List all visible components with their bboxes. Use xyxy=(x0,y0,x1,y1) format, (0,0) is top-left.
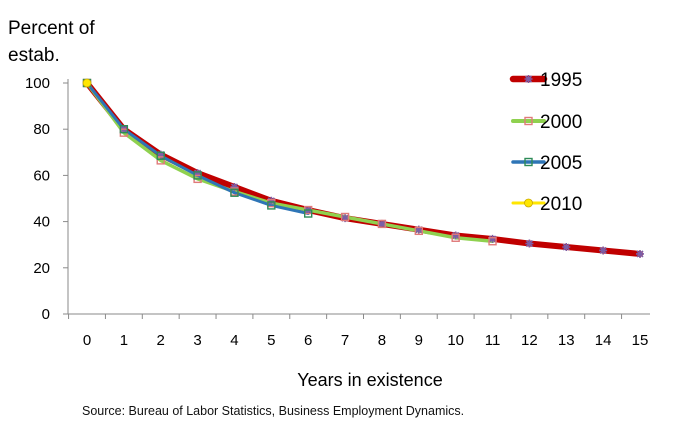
data-point xyxy=(193,171,202,180)
x-tick-label: 8 xyxy=(378,332,386,349)
x-tick-label: 9 xyxy=(415,332,423,349)
y-tick-label: 100 xyxy=(25,75,50,92)
y-axis-label-line-1: Percent of xyxy=(8,18,95,39)
data-point xyxy=(524,198,533,208)
y-tick-label: 40 xyxy=(33,214,50,231)
x-tick-label: 13 xyxy=(558,332,575,349)
data-point xyxy=(488,234,497,243)
y-tick-labels: 0 20 40 60 80 100 xyxy=(25,75,50,323)
x-tick-label: 2 xyxy=(157,332,165,349)
data-point xyxy=(451,233,460,242)
x-tick-label: 12 xyxy=(521,332,538,349)
data-point xyxy=(524,75,533,83)
legend-label-1995: 1995 xyxy=(540,70,582,91)
x-tick-label: 10 xyxy=(447,332,464,349)
data-point xyxy=(414,226,423,236)
axes xyxy=(63,79,650,319)
legend-label-2010: 2010 xyxy=(540,194,582,215)
x-tick-label: 4 xyxy=(230,332,238,349)
data-point xyxy=(193,169,202,178)
data-point xyxy=(119,124,129,134)
data-point xyxy=(341,214,350,223)
x-tick-label: 15 xyxy=(632,332,649,349)
data-point xyxy=(488,237,497,246)
y-tick-label: 20 xyxy=(33,260,50,277)
data-point xyxy=(562,243,571,252)
data-point xyxy=(156,150,165,159)
data-point xyxy=(156,156,165,165)
data-point xyxy=(636,249,644,258)
y-tick-label: 60 xyxy=(33,167,50,184)
data-point xyxy=(524,157,533,167)
x-tick-label: 14 xyxy=(595,332,612,349)
x-tick-label: 3 xyxy=(193,332,201,349)
x-tick-label: 5 xyxy=(267,332,275,349)
data-point xyxy=(230,188,239,197)
data-point xyxy=(599,246,608,255)
x-tick-labels: 0 1 2 3 4 5 6 7 8 9 10 11 12 13 14 15 xyxy=(83,332,649,349)
legend-label-2005: 2005 xyxy=(540,153,582,174)
x-tick-label: 7 xyxy=(341,332,349,349)
data-point xyxy=(267,196,276,205)
data-point xyxy=(414,225,423,234)
legend: 1995 2000 2005 2010 xyxy=(509,70,582,215)
y-tick-label: 80 xyxy=(33,121,50,138)
x-tick-label: 11 xyxy=(485,332,501,349)
y-axis-label-line-2: estab. xyxy=(8,45,60,66)
data-point xyxy=(267,201,276,210)
data-point xyxy=(524,116,533,126)
data-point xyxy=(525,239,534,248)
series-line-2005 xyxy=(85,81,310,216)
series-line-2000 xyxy=(85,81,495,243)
series-markers xyxy=(82,78,644,258)
data-point xyxy=(451,231,460,240)
data-point xyxy=(377,219,387,229)
x-tick-label: 0 xyxy=(83,332,91,349)
y-tick-label: 0 xyxy=(42,306,50,323)
data-point xyxy=(304,209,313,218)
data-point xyxy=(156,151,165,160)
x-tick-label: 1 xyxy=(120,332,128,349)
data-point xyxy=(377,219,386,228)
data-point xyxy=(230,182,239,191)
data-point xyxy=(340,212,350,222)
source-note: Source: Bureau of Labor Statistics, Busi… xyxy=(82,404,465,418)
legend-label-2000: 2000 xyxy=(540,112,582,133)
x-tick-label: 6 xyxy=(304,332,312,349)
data-point xyxy=(82,78,92,88)
x-axis-label: Years in existence xyxy=(297,370,442,390)
